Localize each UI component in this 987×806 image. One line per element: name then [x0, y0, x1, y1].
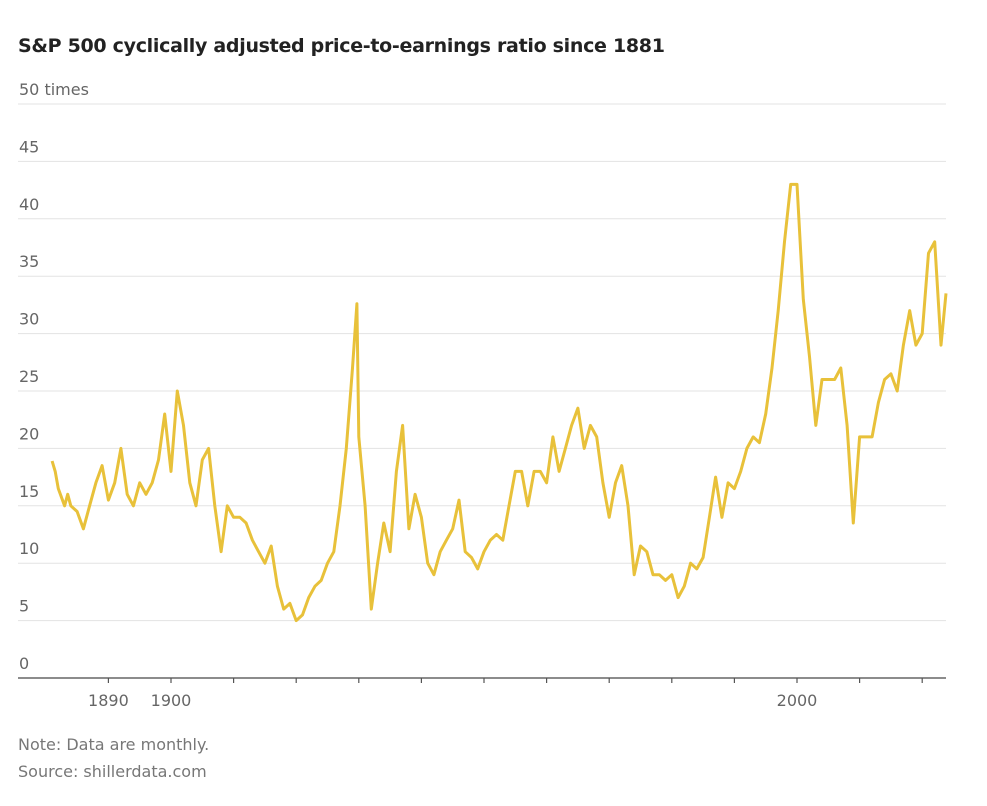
- y-tick-label: 25: [19, 367, 39, 386]
- note-text: Note: Data are monthly.: [18, 735, 210, 754]
- source-text: Source: shillerdata.com: [18, 762, 207, 781]
- y-tick-label: 40: [19, 195, 39, 214]
- x-tick-label: 1890: [88, 691, 129, 710]
- x-tick-label: 1900: [151, 691, 192, 710]
- y-tick-label: 5: [19, 597, 29, 616]
- y-tick-label: 45: [19, 137, 39, 156]
- cape-series-line: [50, 182, 948, 623]
- y-tick-label: 35: [19, 252, 39, 271]
- y-tick-label: 10: [19, 539, 39, 558]
- y-tick-label: 50 times: [19, 80, 89, 99]
- y-tick-label: 0: [19, 654, 29, 673]
- y-tick-label: 20: [19, 424, 39, 443]
- x-tick-label: 2000: [777, 691, 818, 710]
- y-tick-label: 15: [19, 482, 39, 501]
- y-tick-label: 30: [19, 310, 39, 329]
- chart-title: S&P 500 cyclically adjusted price-to-ear…: [18, 35, 665, 57]
